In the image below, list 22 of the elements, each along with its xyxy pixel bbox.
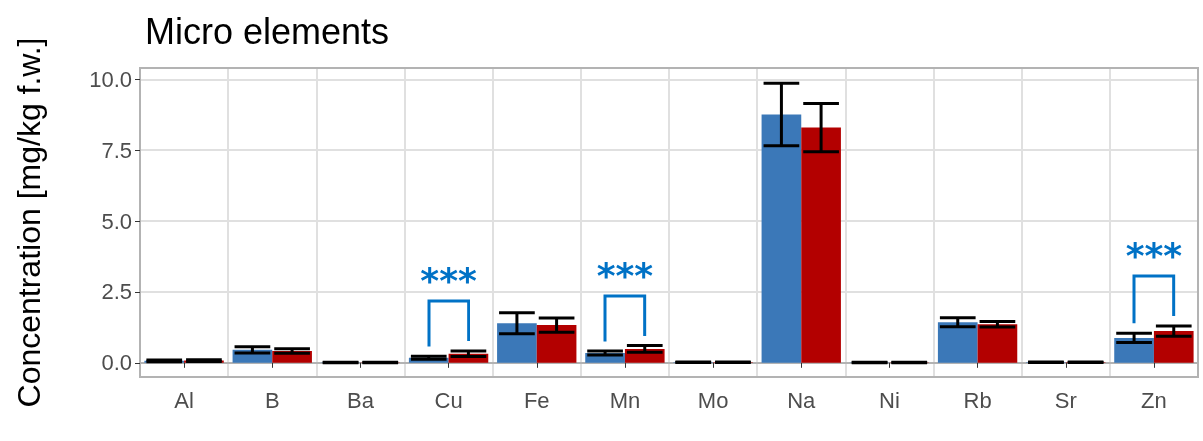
x-tick-label: Ba — [346, 387, 375, 413]
x-tick-label: B — [264, 387, 280, 413]
x-tick-label: Mo — [697, 387, 729, 413]
x-tick-label: Cu — [434, 387, 463, 413]
y-axis-title: Concentration [mg/kg f.w.] — [11, 37, 47, 408]
x-tick-label: Sr — [1054, 387, 1077, 413]
y-tick-label: 2.5 — [101, 279, 132, 305]
chart-title: Micro elements — [145, 10, 390, 52]
y-tick-label: 5.0 — [101, 208, 132, 234]
y-tick-label: 7.5 — [101, 137, 132, 163]
x-tick-label: Ni — [879, 387, 900, 413]
annotation: *** — [596, 255, 654, 297]
x-tick-label: Fe — [523, 387, 550, 413]
x-tick-label: Rb — [963, 387, 992, 413]
y-tick-label: 0.0 — [101, 350, 132, 376]
x-tick-label: Al — [174, 387, 194, 413]
annotation: *** — [1125, 235, 1183, 277]
x-tick-label: Mn — [609, 387, 641, 413]
x-tick-label: Zn — [1141, 387, 1167, 413]
annotation: *** — [420, 260, 477, 302]
x-tick-label: Na — [787, 387, 817, 413]
y-tick-label: 10.0 — [89, 66, 132, 92]
